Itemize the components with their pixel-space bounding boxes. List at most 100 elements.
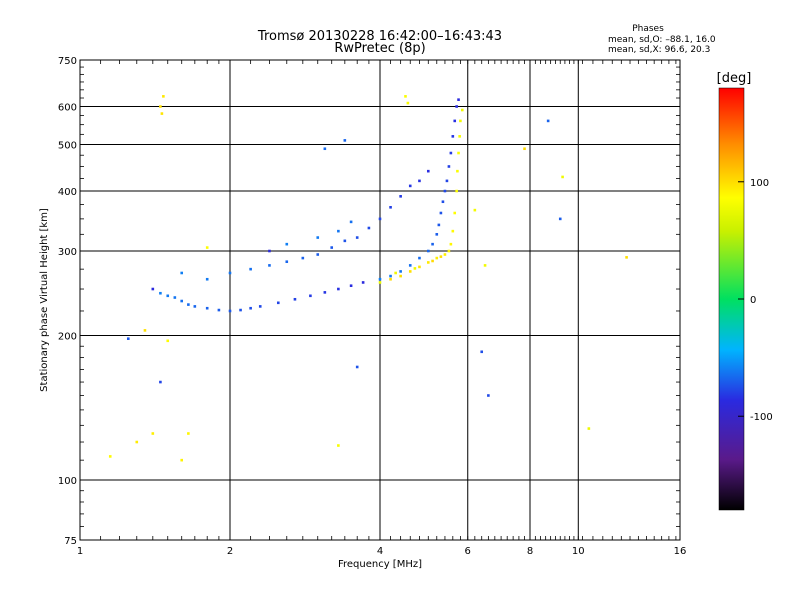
data-point-o — [355, 236, 359, 239]
data-point-x — [561, 175, 564, 179]
x-tick-label: 16 — [674, 546, 687, 557]
data-point-o — [249, 306, 252, 310]
y-tick-label: 500 — [58, 141, 77, 152]
y-tick-label: 750 — [58, 56, 77, 67]
data-point-o — [343, 139, 347, 142]
data-point-x — [151, 432, 155, 435]
data-point-x — [143, 329, 147, 332]
data-point-o — [546, 119, 550, 123]
data-point-o — [389, 205, 392, 209]
data-point-x — [159, 105, 162, 108]
data-point-o — [437, 223, 441, 227]
data-point-o — [480, 350, 484, 354]
data-point-o — [447, 165, 451, 168]
data-point-o — [343, 239, 347, 243]
data-point-x — [378, 281, 382, 284]
stats-line-x: mean, sd,X: 96.6, 20.3 — [608, 45, 710, 55]
data-point-o — [228, 271, 232, 275]
x-tick-labels: 1 2 4 6 8 10 16 — [77, 546, 687, 557]
data-point-x — [456, 169, 459, 173]
data-point-o — [180, 271, 184, 275]
data-point-x — [435, 256, 439, 260]
data-point-x — [404, 95, 407, 98]
data-point-o — [166, 294, 170, 298]
x-tick-label: 6 — [465, 546, 471, 557]
data-point-o — [217, 308, 221, 312]
data-point-o — [378, 277, 382, 281]
data-point-o — [426, 249, 430, 253]
colorbar-tick-label: 0 — [750, 295, 756, 306]
minor-ticks — [79, 59, 680, 541]
data-point-o — [426, 169, 430, 173]
data-point-o — [389, 274, 392, 278]
data-point-o — [285, 242, 289, 246]
data-point-x — [625, 256, 628, 259]
data-point-o — [276, 301, 280, 305]
data-point-o — [309, 294, 312, 298]
data-point-x — [587, 427, 591, 430]
data-point-o — [418, 256, 421, 260]
data-point-o — [431, 242, 434, 246]
data-point-x — [399, 274, 402, 278]
colorbar-tick-label: 100 — [750, 178, 769, 189]
data-point-o — [316, 253, 320, 256]
data-point-x — [135, 440, 139, 444]
data-point-o — [337, 229, 340, 233]
data-point-o — [349, 284, 353, 288]
data-point-o — [361, 281, 365, 284]
data-point-x — [389, 277, 392, 281]
data-point-o — [558, 217, 562, 221]
data-point-x — [458, 135, 461, 138]
stats-heading: Phases — [632, 24, 664, 34]
colorbar-ticks: 100 0 -100 — [738, 178, 773, 423]
data-point-o — [330, 246, 334, 249]
data-point-x — [443, 253, 447, 256]
data-point-x — [455, 189, 458, 193]
data-point-o — [258, 305, 262, 308]
data-point-o — [293, 297, 297, 301]
data-point-o — [487, 394, 490, 397]
data-point-o — [378, 217, 382, 221]
data-point-o — [408, 264, 412, 267]
grid-lines — [80, 60, 680, 540]
data-point-x — [439, 255, 443, 258]
data-point-o — [439, 211, 443, 215]
data-point-x — [418, 265, 421, 269]
y-tick-labels: 75 100 200 300 400 500 600 750 — [58, 56, 77, 547]
data-point-o — [445, 179, 449, 183]
data-point-o — [180, 299, 184, 303]
data-point-x — [460, 108, 464, 112]
x-tick-label: 1 — [77, 546, 83, 557]
data-point-x — [408, 270, 412, 273]
data-point-o — [399, 270, 402, 273]
x-tick-label: 10 — [572, 546, 585, 557]
data-point-x — [483, 264, 487, 267]
data-point-o — [323, 147, 327, 151]
data-point-o — [126, 337, 130, 340]
data-point-o — [408, 184, 412, 188]
data-point-o — [367, 226, 371, 230]
data-point-o — [435, 233, 439, 236]
data-point-o — [453, 119, 457, 123]
y-tick-label: 300 — [58, 247, 77, 258]
colorbar-tick-label: -100 — [750, 412, 773, 423]
data-point-x — [205, 246, 209, 249]
chart-title-line1: Tromsø 20130228 16:42:00–16:43:43 — [257, 29, 502, 44]
x-tick-label: 4 — [377, 546, 383, 557]
data-point-x — [413, 267, 417, 270]
data-point-x — [449, 242, 453, 246]
data-point-o — [159, 380, 162, 384]
data-point-o — [187, 303, 190, 306]
data-point-x — [473, 208, 477, 212]
data-point-o — [337, 287, 340, 291]
data-point-o — [441, 200, 445, 204]
data-point-x — [180, 458, 184, 462]
x-axis-label: Frequency [MHz] — [338, 559, 422, 570]
data-point-x — [166, 339, 170, 343]
data-point-o — [455, 105, 458, 108]
data-point-o — [205, 277, 209, 281]
data-point-o — [228, 309, 232, 313]
data-point-x — [406, 101, 410, 105]
data-point-o — [193, 305, 197, 308]
